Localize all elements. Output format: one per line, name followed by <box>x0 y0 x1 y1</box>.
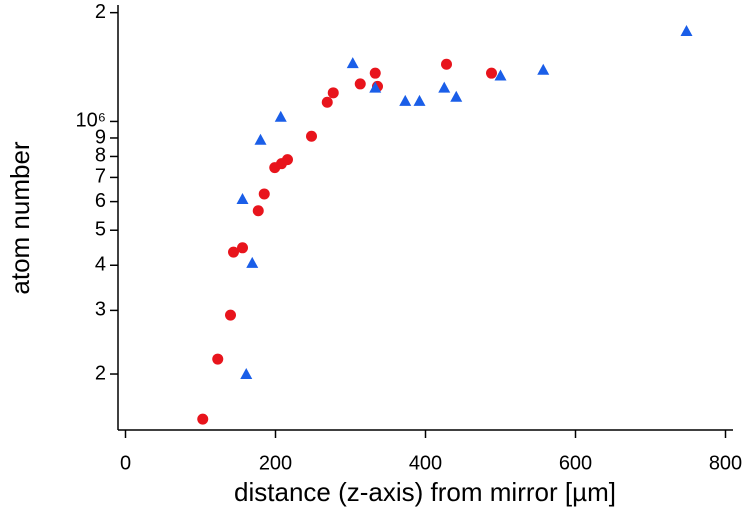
data-point <box>274 110 287 122</box>
data-point <box>486 67 497 79</box>
data-point <box>240 368 253 380</box>
data-point <box>399 94 412 106</box>
x-tick-label: 600 <box>559 452 592 474</box>
y-tick-label: 9 <box>95 126 106 148</box>
data-point <box>254 133 267 145</box>
data-point <box>237 242 248 254</box>
data-point <box>680 24 693 36</box>
data-point <box>450 90 463 102</box>
data-point <box>369 67 381 79</box>
data-point <box>413 94 426 106</box>
y-tick-label: 8 <box>95 145 106 167</box>
data-point <box>346 57 359 69</box>
data-point <box>306 130 317 142</box>
x-tick-label: 800 <box>709 452 742 474</box>
data-point <box>327 87 339 99</box>
data-point <box>441 58 452 70</box>
data-point <box>228 246 239 258</box>
y-tick-label: 2 <box>95 1 106 23</box>
data-point <box>537 63 550 75</box>
data-point <box>354 78 366 90</box>
y-tick-label: 7 <box>95 166 106 188</box>
y-axis-label: atom number <box>5 141 35 295</box>
data-point <box>246 256 259 268</box>
y-tick-label: 2 <box>95 362 106 384</box>
data-point <box>225 309 236 321</box>
y-tick-label: 6 <box>95 190 106 212</box>
data-point <box>438 81 451 93</box>
x-tick-label: 0 <box>120 452 131 474</box>
data-point <box>321 96 333 108</box>
y-tick-label: 5 <box>95 219 106 241</box>
data-point <box>282 154 293 166</box>
data-point <box>258 188 270 200</box>
data-point <box>212 353 224 365</box>
x-tick-label: 400 <box>409 452 442 474</box>
data-point <box>369 81 382 93</box>
data-point <box>236 193 249 205</box>
data-point <box>252 205 264 217</box>
x-axis-label: distance (z-axis) from mirror [µm] <box>234 477 616 507</box>
data-point <box>197 413 209 425</box>
y-tick-label: 3 <box>95 299 106 321</box>
data-point <box>494 69 507 81</box>
y-tick-label: 4 <box>95 254 106 276</box>
x-tick-label: 200 <box>259 452 292 474</box>
y-tick-label: 10⁶ <box>76 110 106 132</box>
